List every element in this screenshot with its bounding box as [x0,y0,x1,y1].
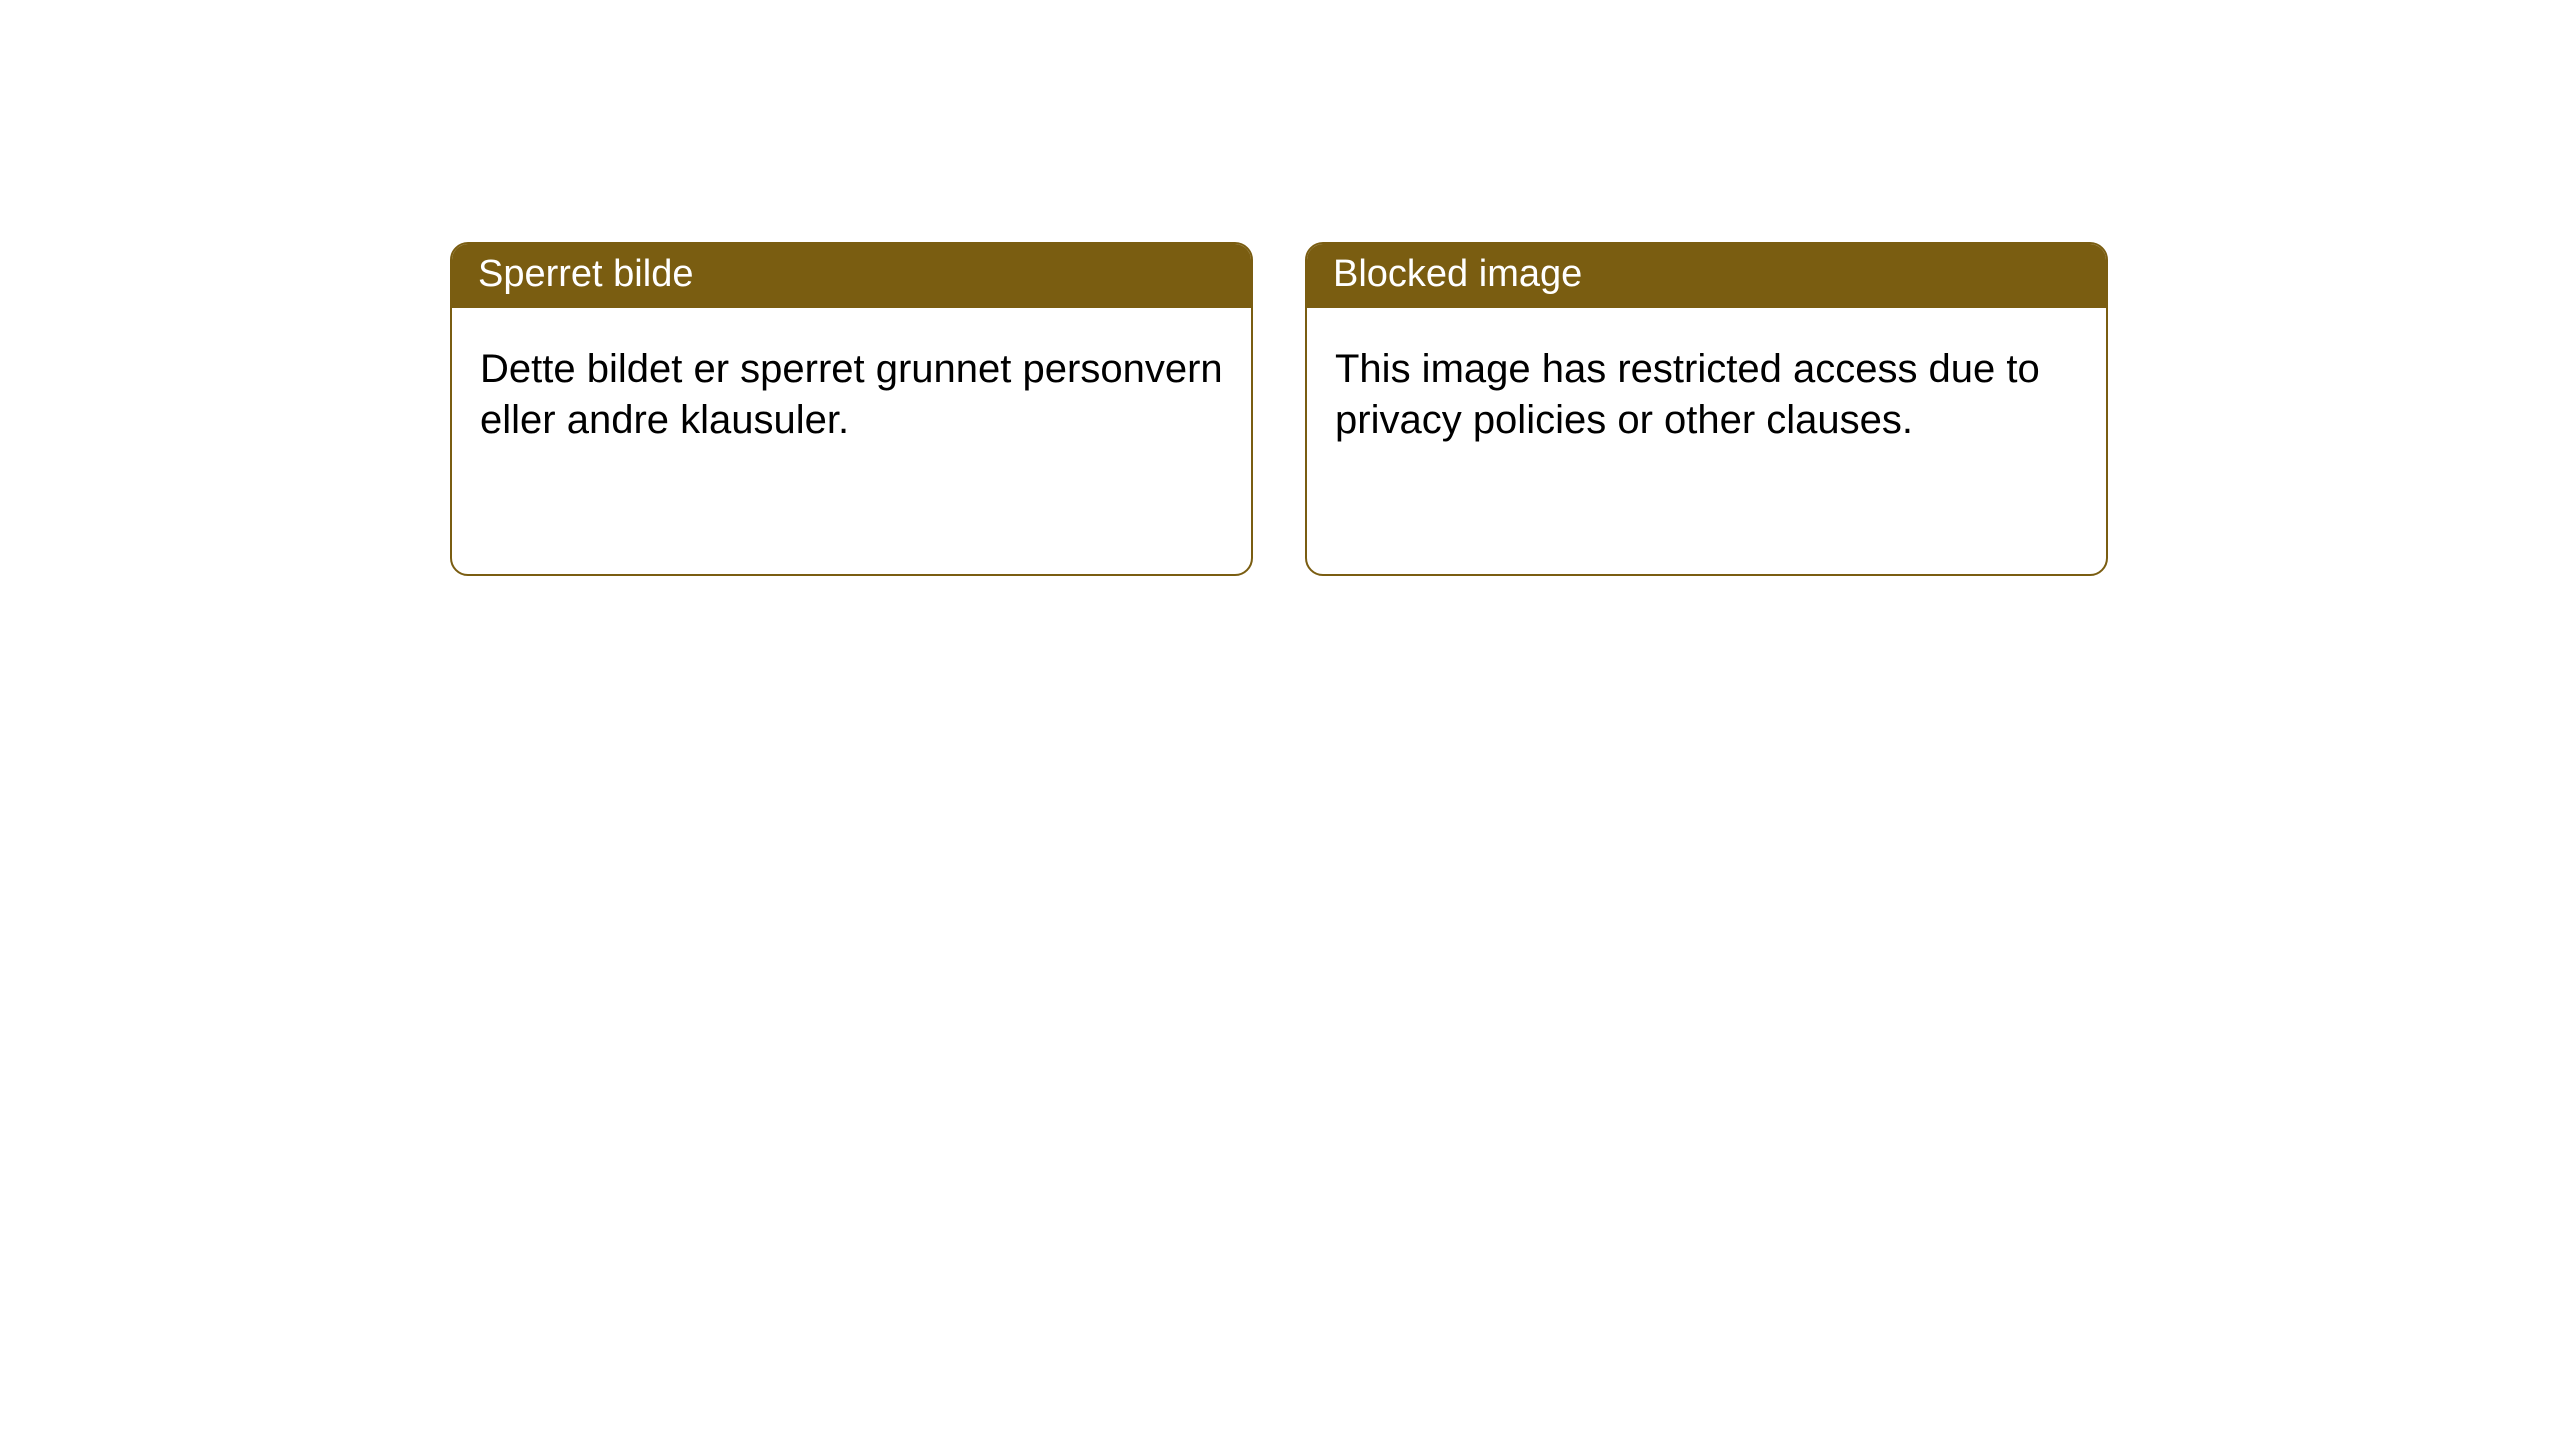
notice-body: This image has restricted access due to … [1307,308,2106,474]
notice-header: Sperret bilde [452,244,1251,308]
notice-card-norwegian: Sperret bilde Dette bildet er sperret gr… [450,242,1253,576]
notice-card-english: Blocked image This image has restricted … [1305,242,2108,576]
notice-header: Blocked image [1307,244,2106,308]
notice-body: Dette bildet er sperret grunnet personve… [452,308,1251,474]
notice-container: Sperret bilde Dette bildet er sperret gr… [0,0,2560,576]
